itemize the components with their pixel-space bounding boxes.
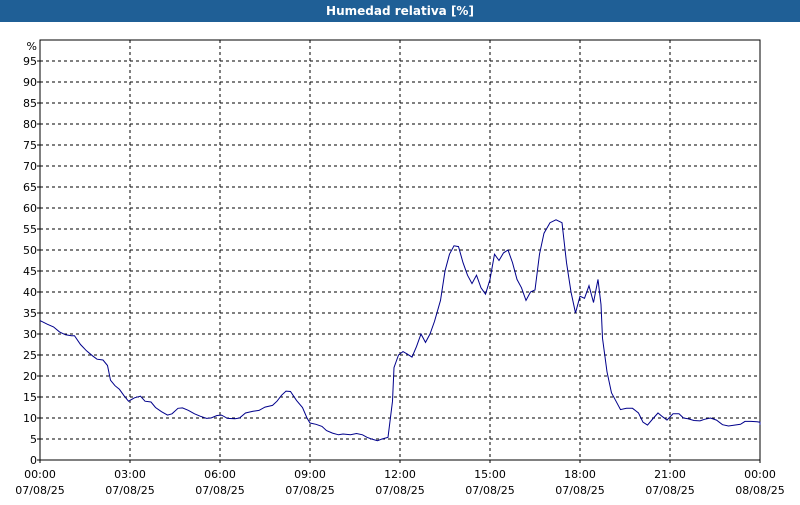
x-tick-date-label: 07/08/25 <box>285 484 334 497</box>
x-tick-date-label: 07/08/25 <box>105 484 154 497</box>
x-tick-date-label: 07/08/25 <box>15 484 64 497</box>
y-tick-label: 45 <box>23 265 37 278</box>
x-tick-time-label: 12:00 <box>384 468 416 481</box>
chart-area: 0 5 10 15 20 25 30 35 40 45 50 55 60 65 70 75 80 85 90 95 0… <box>0 22 800 500</box>
y-tick-label: 70 <box>23 160 37 173</box>
x-tick-time-label: 00:00 <box>24 468 56 481</box>
x-tick-time-label: 21:00 <box>654 468 686 481</box>
y-tick-label: 55 <box>23 223 37 236</box>
x-tick-time-label: 15:00 <box>474 468 506 481</box>
x-tick-time-label: 03:00 <box>114 468 146 481</box>
y-tick-label: 90 <box>23 76 37 89</box>
y-tick-label: 20 <box>23 370 37 383</box>
y-tick-label: 40 <box>23 286 37 299</box>
x-tick-date-label: 08/08/25 <box>735 484 784 497</box>
y-tick-label: 80 <box>23 118 37 131</box>
humidity-chart: 0 5 10 15 20 25 30 35 40 45 50 55 60 65 70 75 80 85 90 95 0… <box>15 39 785 497</box>
x-tick-time-label: 18:00 <box>564 468 596 481</box>
x-tick-date-label: 07/08/25 <box>375 484 424 497</box>
y-tick-label: 30 <box>23 328 37 341</box>
y-tick-label: 60 <box>23 202 37 215</box>
y-axis-ticks: 0 5 10 15 20 25 30 35 40 45 50 55 60 65 70 75 80 85 90 95 <box>23 55 37 467</box>
y-tick-label: 50 <box>23 244 37 257</box>
y-tick-label: 15 <box>23 391 37 404</box>
humidity-series-line <box>39 219 761 442</box>
x-tick-date-label: 07/08/25 <box>645 484 694 497</box>
x-tick-time-label: 00:00 <box>744 468 776 481</box>
x-tick-time-label: 06:00 <box>204 468 236 481</box>
x-tick-date-label: 07/08/25 <box>195 484 244 497</box>
y-tick-label: 5 <box>30 433 37 446</box>
chart-title: Humedad relativa [%] <box>0 0 800 22</box>
y-tick-label: 75 <box>23 139 37 152</box>
y-tick-label: 95 <box>23 55 37 68</box>
y-tick-label: 35 <box>23 307 37 320</box>
y-tick-label: 65 <box>23 181 37 194</box>
x-tick-time-label: 09:00 <box>294 468 326 481</box>
y-tick-label: 0 <box>30 454 37 467</box>
x-tick-date-label: 07/08/25 <box>555 484 604 497</box>
y-tick-label: 25 <box>23 349 37 362</box>
y-axis-label: % <box>27 40 37 53</box>
grid-lines <box>37 40 761 463</box>
y-tick-label: 85 <box>23 97 37 110</box>
x-tick-date-label: 07/08/25 <box>465 484 514 497</box>
x-axis-ticks: 00:00 07/08/25 03:00 07/08/25 06:00 07/08/25 0… <box>15 468 784 497</box>
y-tick-label: 10 <box>23 412 37 425</box>
